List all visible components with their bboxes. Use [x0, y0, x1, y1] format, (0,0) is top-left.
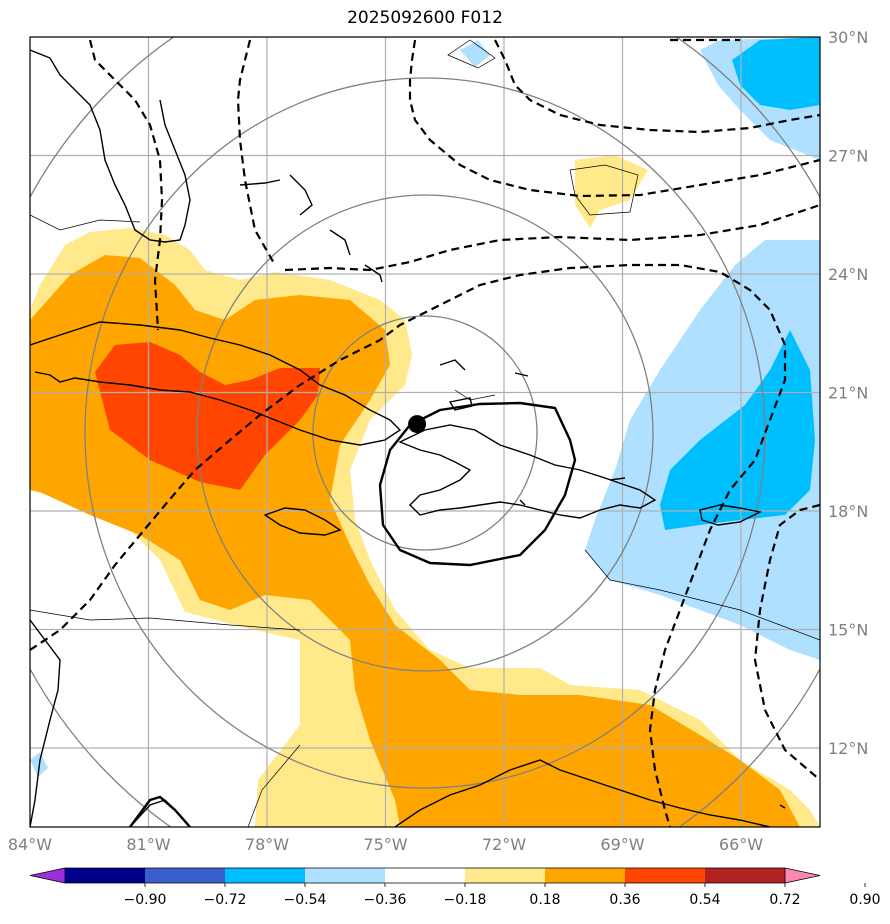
colorbar-segment — [545, 868, 626, 883]
colorbar-segment — [705, 868, 786, 883]
colorbar-tick-labels: −0.90 −0.72 −0.54 −0.36 −0.18 0.18 0.36 0.54 0.7… — [124, 883, 881, 908]
latitude-tick-label: 12°N — [828, 739, 868, 758]
colorbar-tick-label: 0.72 — [769, 892, 800, 908]
colorbar-tick-label: 0.18 — [529, 892, 560, 908]
latitude-tick-label: 18°N — [828, 502, 868, 521]
dashed-contours — [30, 38, 820, 827]
thin-boundaries — [30, 39, 820, 827]
longitude-tick-label: 84°W — [8, 835, 52, 854]
colorbar-tick-label: −0.18 — [444, 892, 487, 908]
latitude-tick-label: 21°N — [828, 384, 868, 403]
colorbar-extend-max — [784, 867, 821, 884]
latitude-tick-labels: 30°N 27°N 24°N 21°N 18°N 15°N 12°N — [828, 28, 868, 758]
longitude-tick-labels: 84°W 81°W 78°W 75°W 72°W 69°W 66°W — [8, 835, 763, 854]
bold-solid-contours — [129, 401, 577, 827]
longitude-tick-label: 66°W — [719, 835, 763, 854]
colorbar-tick-label: −0.54 — [284, 892, 327, 908]
storm-center-marker — [408, 415, 427, 434]
colorbar-segment — [465, 868, 546, 883]
colorbar-segment — [225, 868, 306, 883]
colorbar-tick-label: 0.90 — [849, 892, 880, 908]
longitude-tick-label: 81°W — [126, 835, 170, 854]
longitude-tick-label: 72°W — [482, 835, 526, 854]
colorbar-tick-label: −0.72 — [204, 892, 247, 908]
map-frame — [29, 36, 821, 828]
negative-blue-contour-fill — [660, 37, 820, 530]
colorbar-tick-label: −0.90 — [124, 892, 167, 908]
colorbar-segment — [145, 868, 226, 883]
colorbar-segment — [625, 868, 706, 883]
colorbar-tick-label: 0.36 — [609, 892, 640, 908]
colorbar-segment — [305, 868, 386, 883]
gridlines — [30, 37, 820, 827]
longitude-tick-label: 69°W — [600, 835, 644, 854]
latitude-tick-label: 30°N — [828, 28, 868, 47]
latitude-tick-label: 24°N — [828, 265, 868, 284]
colorbar — [29, 867, 821, 884]
red-contour-fill — [95, 342, 320, 490]
longitude-tick-label: 75°W — [363, 835, 407, 854]
colorbar-segment — [385, 868, 466, 883]
distance-rings — [30, 37, 820, 827]
colorbar-segment — [65, 868, 146, 883]
map-title: 2025092600 F012 — [347, 8, 503, 28]
colorbar-tick-label: −0.36 — [364, 892, 407, 908]
latitude-tick-label: 27°N — [828, 147, 868, 166]
longitude-tick-label: 78°W — [245, 835, 289, 854]
colorbar-tick-label: 0.54 — [689, 892, 720, 908]
colorbar-extend-min — [29, 867, 66, 884]
latitude-tick-label: 15°N — [828, 621, 868, 640]
